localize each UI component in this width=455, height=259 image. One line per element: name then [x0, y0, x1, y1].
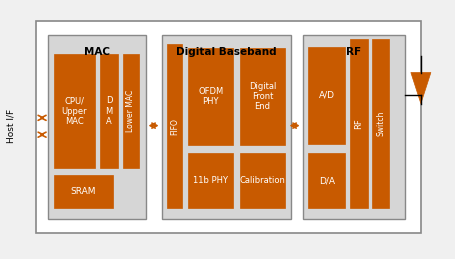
Bar [188, 48, 233, 145]
Bar [308, 47, 345, 144]
Bar [303, 35, 405, 219]
Text: RF: RF [346, 47, 361, 57]
Text: Lower MAC: Lower MAC [126, 90, 135, 133]
Bar [54, 54, 95, 168]
Text: D
M
A: D M A [106, 96, 113, 126]
Bar [123, 54, 139, 168]
Bar [54, 175, 113, 208]
Bar [48, 35, 146, 219]
Text: Host I/F: Host I/F [7, 109, 16, 143]
Bar [167, 44, 182, 208]
Bar [36, 21, 421, 233]
Polygon shape [411, 73, 431, 104]
Text: MAC: MAC [84, 47, 110, 57]
Text: Switch: Switch [376, 111, 385, 136]
Text: D/A: D/A [318, 176, 335, 185]
Bar [240, 48, 285, 145]
Bar [100, 54, 118, 168]
Bar [372, 39, 389, 208]
Text: A/D: A/D [318, 91, 335, 100]
Text: SRAM: SRAM [71, 187, 96, 196]
Text: Digital Baseband: Digital Baseband [176, 47, 277, 57]
Text: Calibration: Calibration [240, 176, 285, 185]
Bar [188, 153, 233, 208]
Text: 11b PHY: 11b PHY [193, 176, 228, 185]
Bar [162, 35, 291, 219]
Bar [240, 153, 285, 208]
Text: Digital
Front
End: Digital Front End [249, 82, 276, 111]
Text: CPU/
Upper
MAC: CPU/ Upper MAC [61, 96, 87, 126]
Text: RF: RF [354, 118, 364, 129]
Bar [350, 39, 368, 208]
Bar [308, 153, 345, 208]
Text: FIFO: FIFO [170, 118, 179, 135]
Text: OFDM
PHY: OFDM PHY [198, 87, 223, 106]
